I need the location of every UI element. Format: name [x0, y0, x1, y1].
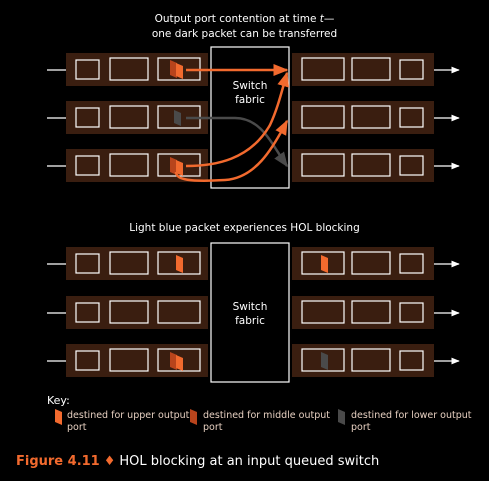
fabric-label-top-line1: Switch	[233, 80, 268, 92]
top-title-dash: —	[323, 13, 335, 25]
bottom-panel: Switch fabric	[47, 242, 460, 383]
transfer-path-orange-3	[174, 119, 289, 182]
legend-text-upper: destined for upper output port	[67, 410, 190, 433]
caption-text: HOL blocking at an input queued switch	[119, 454, 380, 469]
output-queue-2	[292, 296, 434, 329]
top-panel: Switch fabric	[47, 46, 460, 189]
input-queue-2	[66, 101, 208, 134]
input-queue-3	[66, 149, 208, 182]
packet-lower-output3	[321, 352, 328, 370]
input-queue-1	[66, 53, 208, 86]
input-queue-3	[66, 344, 208, 377]
legend-swatch-upper	[55, 409, 62, 425]
packet-lower-queue2	[174, 110, 181, 126]
figure-caption: Figure 4.11 ♦ HOL blocking at an input que…	[16, 454, 379, 469]
output-queue-3	[292, 149, 434, 182]
input-queue-2	[66, 296, 208, 329]
packet-upper-queue1	[176, 255, 183, 273]
figure-label: Figure 4.11	[16, 454, 100, 469]
legend-text-lower: destined for lower output port	[351, 410, 472, 433]
caption-separator: ♦	[103, 454, 116, 469]
fabric-label-top-line2: fabric	[235, 94, 265, 106]
legend-swatch-middle	[190, 409, 197, 425]
packet-upper-queue3	[170, 157, 183, 176]
top-title-text: Output port contention at time	[154, 13, 317, 25]
key-label: Key:	[47, 394, 70, 407]
packet-upper-queue1	[170, 60, 183, 79]
output-queue-3	[292, 344, 434, 377]
top-title-line2: one dark packet can be transferred	[151, 28, 338, 40]
transfer-path-orange-2	[185, 71, 289, 168]
top-panel-title: Output port contention at time t— one da…	[0, 12, 489, 42]
blocked-path-gray	[186, 116, 289, 168]
packet-upper-output1	[321, 255, 328, 273]
legend-text-middle: destined for middle output port	[203, 410, 330, 433]
fabric-label-bottom-line2: fabric	[235, 315, 265, 327]
bottom-panel-title: Light blue packet experiences HOL blocki…	[129, 222, 360, 234]
fabric-label-bottom-line1: Switch	[233, 301, 268, 313]
output-queue-1	[292, 247, 434, 280]
output-queue-2	[292, 101, 434, 134]
switch-fabric-bottom	[210, 242, 290, 383]
legend-swatch-lower	[338, 409, 345, 425]
output-queue-1	[292, 53, 434, 86]
top-title-time-symbol: t	[319, 13, 324, 25]
packet-upper-queue3	[170, 352, 183, 371]
input-queue-1	[66, 247, 208, 280]
